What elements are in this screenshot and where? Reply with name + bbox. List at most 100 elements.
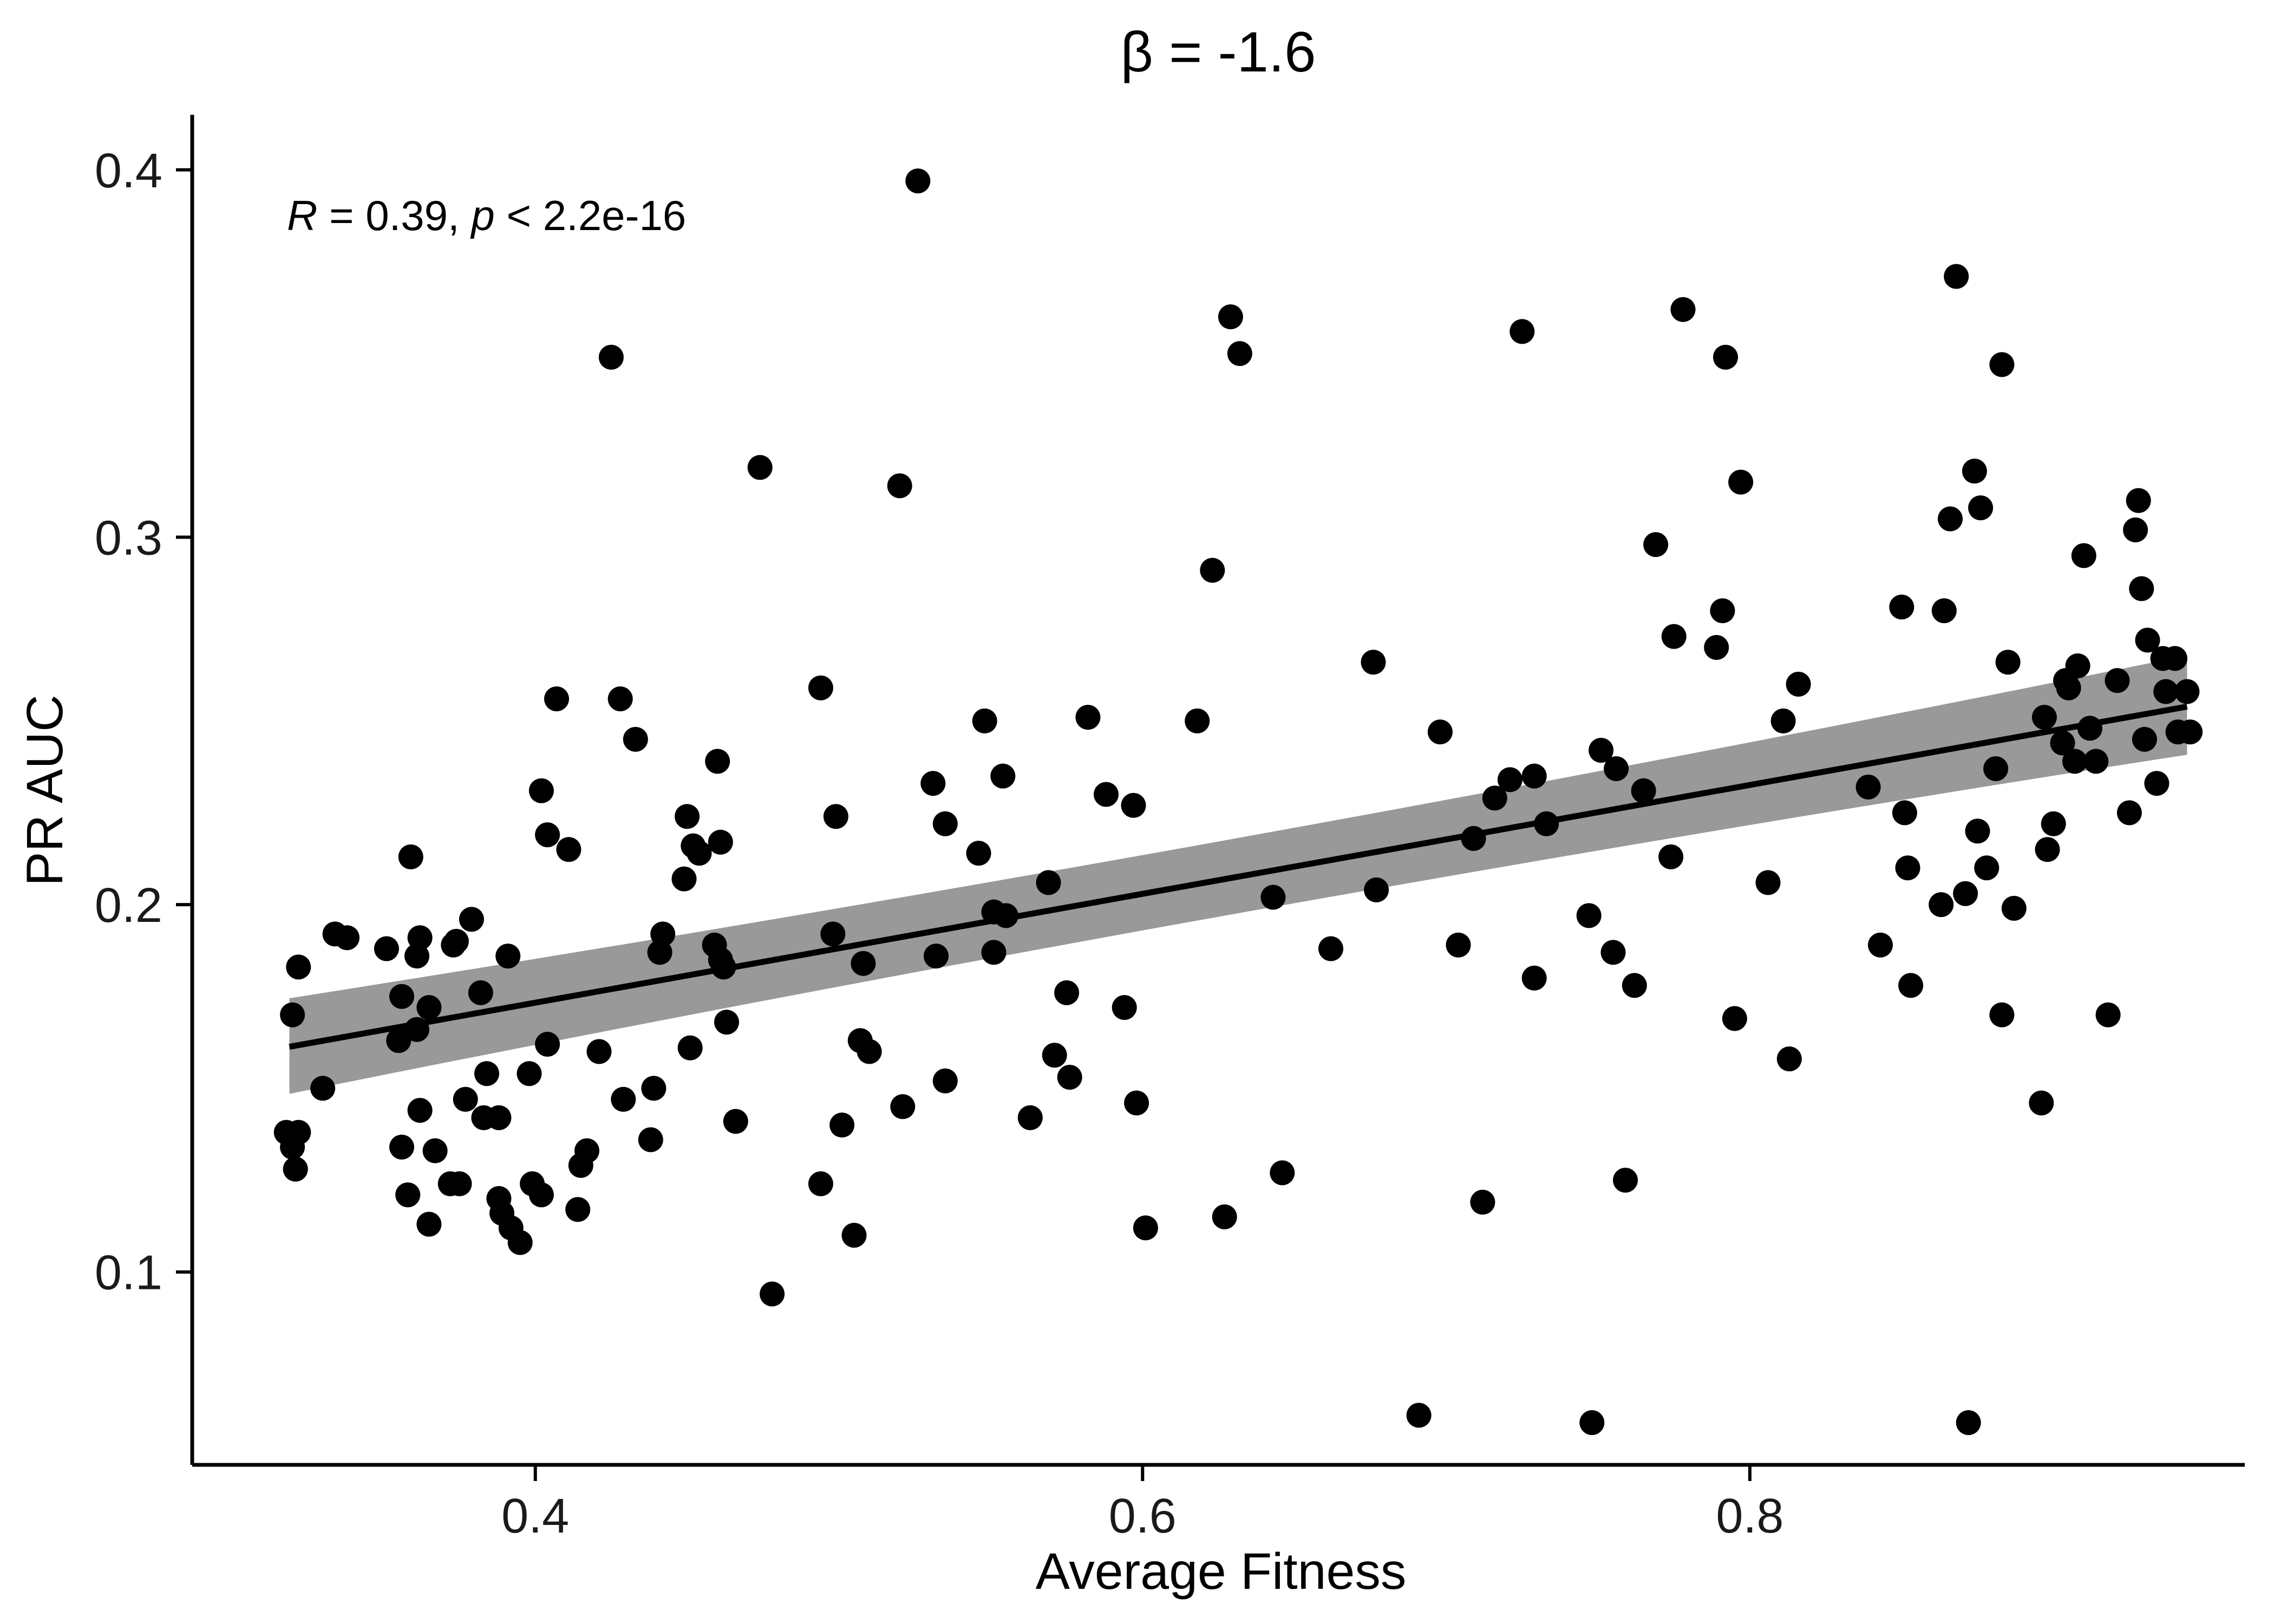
data-point xyxy=(1218,304,1243,330)
data-point xyxy=(1270,1160,1295,1186)
data-point xyxy=(1965,818,1990,844)
data-point xyxy=(1974,855,1999,881)
data-point xyxy=(2132,726,2157,752)
data-point xyxy=(398,844,423,869)
data-point xyxy=(389,1135,414,1160)
data-point xyxy=(459,907,484,932)
data-point xyxy=(1579,1410,1605,1435)
data-point xyxy=(283,1156,308,1182)
data-point xyxy=(1968,495,1994,521)
y-tick-label: 0.2 xyxy=(95,879,162,933)
data-point xyxy=(638,1127,663,1152)
data-point xyxy=(1962,459,1987,484)
data-point xyxy=(2144,771,2170,796)
data-point xyxy=(1185,708,1210,734)
data-point xyxy=(2174,679,2200,704)
data-point xyxy=(389,984,414,1009)
data-point xyxy=(1604,756,1629,781)
data-point xyxy=(1661,624,1687,649)
data-point xyxy=(1318,936,1343,961)
data-point xyxy=(416,1212,442,1237)
data-point xyxy=(535,1032,560,1057)
data-point xyxy=(1995,650,2021,675)
data-point xyxy=(1075,705,1101,730)
data-point xyxy=(374,936,399,961)
data-point xyxy=(1260,885,1286,910)
data-point xyxy=(1658,844,1684,869)
data-point xyxy=(1133,1215,1158,1241)
data-point xyxy=(447,1171,472,1196)
data-point xyxy=(2135,627,2160,653)
data-point xyxy=(528,1182,554,1208)
data-point xyxy=(2178,719,2203,745)
data-point xyxy=(2129,576,2154,601)
data-point xyxy=(2065,653,2090,678)
data-point xyxy=(1989,1002,2015,1027)
r-value: 0.39, xyxy=(365,192,459,239)
data-point xyxy=(905,168,931,194)
data-point xyxy=(528,778,554,803)
data-point xyxy=(310,1076,336,1101)
data-point xyxy=(1770,708,1796,734)
data-point xyxy=(422,1138,448,1163)
data-point xyxy=(1600,940,1626,965)
data-point xyxy=(1212,1204,1237,1229)
data-point xyxy=(443,928,469,954)
ticks-layer: 0.4 0.6 0.8 0.1 0.2 0.3 0.4 xyxy=(95,144,1784,1543)
data-point xyxy=(544,686,569,711)
data-point xyxy=(1989,352,2015,377)
data-point xyxy=(723,1109,748,1134)
y-tick-label: 0.4 xyxy=(95,144,162,198)
r-symbol: R xyxy=(287,192,317,239)
data-point xyxy=(1983,756,2009,781)
x-tick-label: 0.4 xyxy=(501,1489,569,1543)
data-point xyxy=(760,1281,785,1307)
data-point xyxy=(1510,319,1535,344)
x-tick-label: 0.6 xyxy=(1109,1489,1177,1543)
data-point xyxy=(286,954,311,980)
data-point xyxy=(887,473,912,499)
data-point xyxy=(1482,785,1507,811)
data-point xyxy=(1722,1006,1747,1031)
correlation-annotation: R = 0.39, p < 2.2e-16 xyxy=(287,192,686,239)
data-point xyxy=(2062,749,2087,774)
data-point xyxy=(1713,344,1738,370)
data-point xyxy=(1710,598,1735,624)
data-points-layer xyxy=(273,168,2203,1435)
data-point xyxy=(556,837,581,862)
data-point xyxy=(598,344,624,370)
data-point xyxy=(474,1061,499,1086)
data-point xyxy=(286,1119,311,1145)
data-point xyxy=(1855,774,1881,800)
data-point xyxy=(2162,646,2187,671)
data-point xyxy=(1036,870,1061,895)
data-point xyxy=(641,1076,666,1101)
data-point xyxy=(966,841,991,866)
data-point xyxy=(486,1105,512,1130)
less-than-sign: < xyxy=(506,192,531,239)
data-point xyxy=(565,1197,591,1222)
data-point xyxy=(1956,1410,1981,1435)
data-point xyxy=(1613,1168,1638,1193)
data-point xyxy=(1470,1189,1495,1215)
data-point xyxy=(972,708,997,734)
data-point xyxy=(2083,749,2109,774)
data-point xyxy=(2126,488,2151,513)
data-point xyxy=(675,804,700,829)
data-point xyxy=(280,1002,305,1027)
data-point xyxy=(705,749,730,774)
data-point xyxy=(1898,973,1924,998)
data-point xyxy=(708,829,733,855)
data-point xyxy=(1938,506,1963,532)
data-point xyxy=(2035,837,2060,862)
data-point xyxy=(495,944,521,969)
data-point xyxy=(1643,532,1669,557)
data-point xyxy=(1200,558,1225,583)
data-point xyxy=(2050,730,2075,756)
data-point xyxy=(1361,650,1386,675)
data-point xyxy=(890,1094,916,1119)
data-point xyxy=(747,455,773,480)
data-point xyxy=(1704,635,1729,660)
data-point xyxy=(650,921,676,947)
data-point xyxy=(395,1182,421,1208)
